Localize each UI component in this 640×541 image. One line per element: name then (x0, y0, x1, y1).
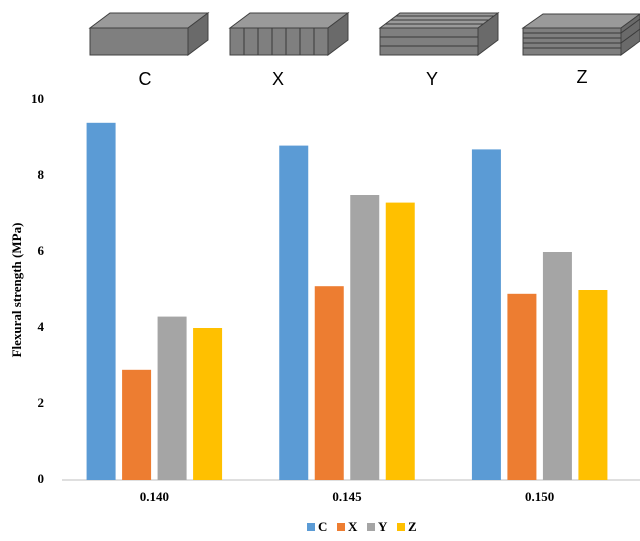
bar (350, 195, 379, 480)
icon-label: X (272, 69, 284, 89)
specimen-icons: C X Y Z (90, 13, 640, 89)
legend-label: C (318, 519, 327, 534)
icon-x (230, 13, 348, 55)
bar (193, 328, 222, 480)
legend-swatch (337, 523, 345, 531)
legend-swatch (367, 523, 375, 531)
legend-label: Z (408, 519, 417, 534)
x-tick-label: 0.145 (332, 489, 362, 504)
y-axis-title: Flexural strength (MPa) (9, 223, 24, 358)
bar (507, 294, 536, 480)
bar (315, 286, 344, 480)
legend-swatch (397, 523, 405, 531)
legend-label: X (348, 519, 358, 534)
bar (158, 317, 187, 480)
bar (578, 290, 607, 480)
bar (87, 123, 116, 480)
y-tick-label: 8 (38, 167, 45, 182)
x-tick-label: 0.140 (140, 489, 169, 504)
bar (472, 149, 501, 480)
icon-c (90, 13, 208, 55)
x-tick-label: 0.150 (525, 489, 554, 504)
icon-y (380, 13, 498, 55)
icon-label: Y (426, 69, 438, 89)
y-tick-label: 4 (38, 319, 45, 334)
icon-z (523, 14, 640, 55)
y-tick-label: 10 (31, 91, 44, 106)
chart: C X Y Z Flexural strength (MPa) 0 2 4 6 8 10 0… (0, 0, 640, 541)
y-tick-label: 0 (38, 471, 45, 486)
bar (279, 146, 308, 480)
bar (543, 252, 572, 480)
icon-label: Z (577, 67, 588, 87)
bar (122, 370, 151, 480)
icon-label: C (139, 69, 152, 89)
y-tick-label: 6 (38, 243, 45, 258)
y-tick-label: 2 (38, 395, 45, 410)
bar (386, 203, 415, 480)
legend-label: Y (378, 519, 388, 534)
legend-swatch (307, 523, 315, 531)
